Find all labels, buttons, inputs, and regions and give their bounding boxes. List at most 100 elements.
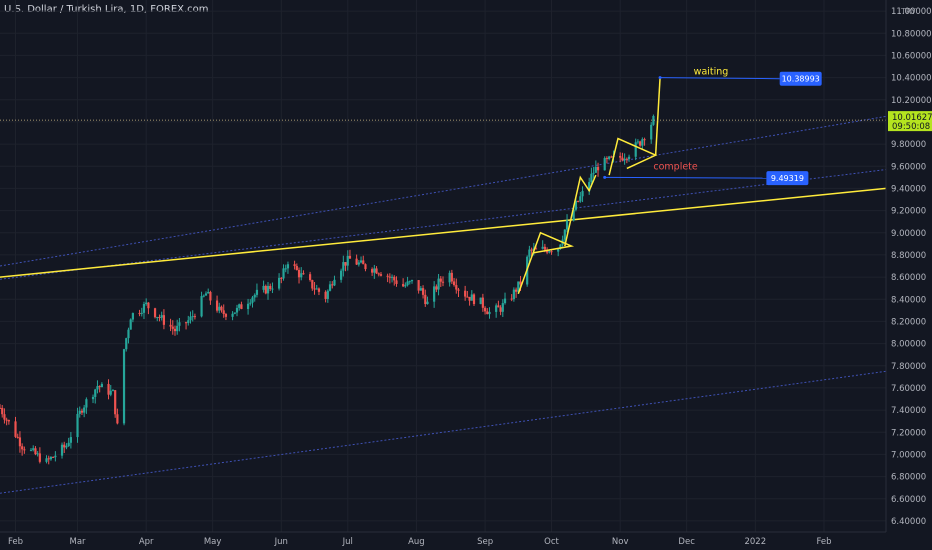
candle-body (83, 407, 86, 413)
candle-body (107, 383, 110, 395)
candle-body (605, 158, 609, 160)
candle-body (639, 141, 642, 146)
candle-body (623, 158, 626, 161)
symbol-title[interactable]: U.S. Dollar / Turkish Lira, 1D, FOREX.co… (4, 4, 209, 15)
candle-body (643, 139, 646, 141)
ray-anchor (658, 76, 662, 80)
channel-line (0, 115, 887, 267)
current-price-value: 10.01627 (892, 113, 932, 123)
candle-body (408, 281, 411, 283)
candle-body (455, 285, 458, 290)
ray-line (604, 176, 767, 179)
candle-body (519, 281, 522, 285)
candle-body (220, 306, 223, 311)
candle-body (550, 251, 553, 253)
time-tick-label: Sep (477, 537, 493, 547)
candle-body (348, 255, 352, 259)
candle-body (619, 155, 622, 158)
time-tick-label: Oct (544, 537, 559, 547)
annotation-text: waiting (694, 66, 729, 77)
candle-body (357, 262, 360, 265)
candle-body (173, 328, 177, 332)
time-tick-label: Apr (139, 537, 154, 547)
candle-body (100, 383, 103, 388)
candle-body (209, 291, 212, 301)
candle-body (125, 338, 128, 350)
pattern-drawings (517, 77, 661, 294)
time-axis[interactable]: Feb Mar Apr May Jun Jul Aug Sep Oct Nov Dec 2022 Feb (0, 531, 886, 547)
candle-body (284, 268, 287, 270)
candle-body (286, 264, 290, 269)
candle-body (636, 141, 640, 143)
candle-body (377, 273, 380, 275)
candle-body (641, 139, 644, 146)
candle-body (140, 312, 143, 314)
ray-label-box (766, 171, 809, 186)
candle-body (452, 281, 456, 286)
time-tick-label: Nov (612, 537, 629, 547)
candle-body (592, 172, 595, 174)
candle-body (344, 262, 347, 266)
time-tick-label: Aug (408, 537, 425, 547)
candle-body (54, 455, 57, 458)
candle-body (317, 288, 321, 292)
candle-body (501, 303, 504, 312)
candle-body (395, 280, 398, 284)
candle-body (410, 280, 414, 282)
horizontal-rays: 10.38993 9.49319 (0, 71, 886, 186)
candle-body (464, 290, 467, 297)
ray-label-box (779, 71, 822, 86)
candle-body (386, 275, 389, 277)
pattern-line (608, 137, 658, 176)
candle-body (579, 196, 582, 202)
candle-body (47, 458, 50, 460)
candle-body (514, 289, 518, 292)
price-tick-label: 11.00000 (891, 7, 932, 17)
price-tick-label: 10.60000 (891, 51, 932, 61)
time-tick-label: Jul (342, 537, 353, 547)
candle-body (85, 399, 88, 408)
candle-body (388, 276, 391, 278)
candle-body (419, 288, 422, 291)
candle-body (169, 324, 172, 327)
candle-body (238, 304, 241, 308)
candle-body (530, 249, 533, 251)
candle-body (424, 294, 427, 305)
channel-line (0, 370, 887, 494)
trend-lines (0, 187, 887, 278)
candle-body (187, 320, 190, 323)
candle-body (189, 316, 192, 321)
candle-body (333, 279, 336, 286)
candle-body (96, 386, 99, 390)
candle-body (240, 304, 243, 309)
price-tick-label: 7.20000 (891, 428, 926, 438)
candle-body (596, 166, 600, 171)
price-axis[interactable]: 11.00000 10.80000 10.60000 10.40000 10.20000… (885, 0, 932, 532)
candle-body (36, 453, 39, 455)
candle-body (634, 142, 637, 157)
candle-body (295, 266, 298, 270)
candle-body (499, 307, 502, 312)
candle-body (346, 255, 349, 266)
candle-body (63, 444, 66, 448)
candle-body (315, 288, 318, 290)
candle-body (517, 281, 520, 292)
candle-body (510, 298, 513, 300)
candle-body (565, 220, 569, 230)
candle-body (302, 273, 305, 275)
candle-body (218, 306, 221, 311)
candle-body (359, 260, 363, 263)
price-tick-label: 10.80000 (891, 29, 932, 39)
candle-body (488, 311, 491, 315)
candle-body (271, 288, 274, 290)
price-tick-label: 9.80000 (891, 140, 926, 150)
candle-body (371, 269, 374, 273)
candle-body (49, 456, 53, 460)
candle-body (207, 291, 210, 294)
candle-body (78, 410, 81, 414)
time-tick-label: Mar (70, 537, 87, 547)
candle-body (16, 436, 19, 438)
candle-body (483, 307, 487, 312)
current-price-badge (888, 111, 932, 132)
